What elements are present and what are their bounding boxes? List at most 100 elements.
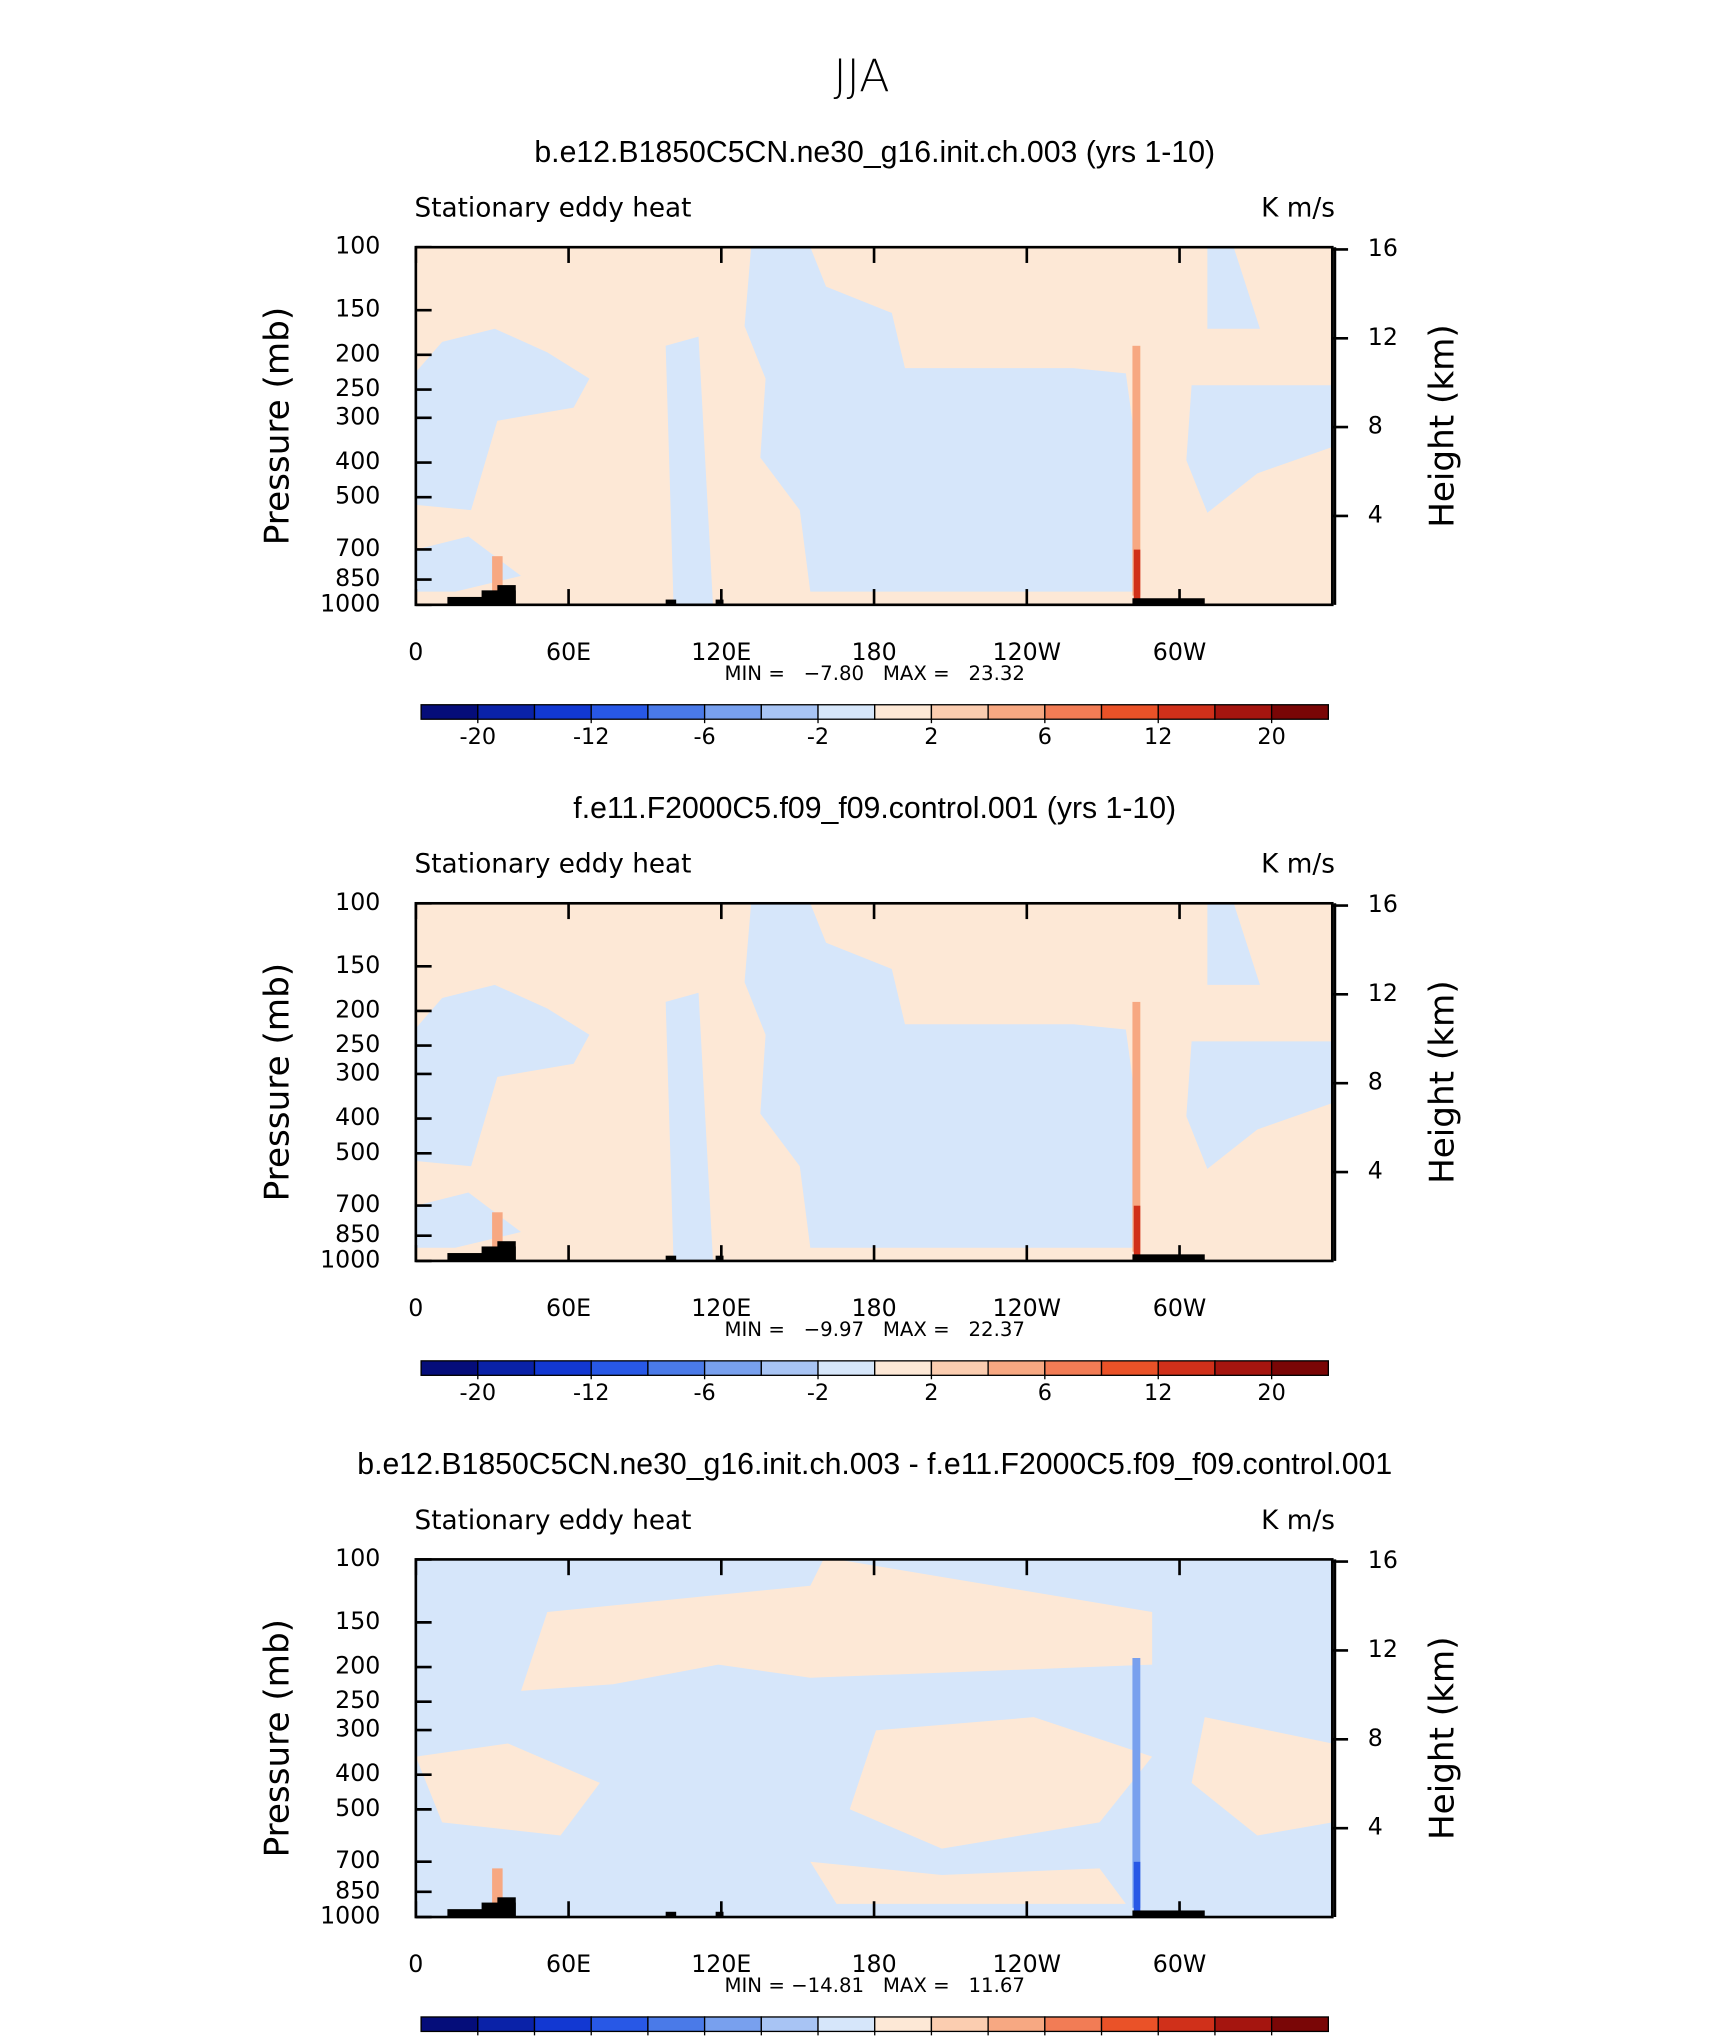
field-patch — [744, 903, 1134, 1248]
field-patch — [1207, 903, 1260, 985]
colorbar-label: 2 — [1038, 2036, 1052, 2038]
x-tick-label: 60E — [546, 1950, 591, 1978]
plot-title: b.e12.B1850C5CN.ne30_g16.init.ch.003 (yr… — [534, 136, 1215, 169]
colorbar-box — [1214, 704, 1273, 720]
colorbar-box — [874, 1360, 933, 1376]
colorbar-box — [533, 704, 592, 720]
y-tick-label: 300 — [335, 1715, 380, 1743]
y-tick-label: 850 — [335, 564, 380, 592]
y-tick-label: 100 — [335, 888, 380, 916]
topography — [715, 1911, 724, 1918]
field-streak — [1132, 345, 1141, 596]
y-tick-label: 300 — [335, 1058, 380, 1086]
x-tick-label: 120E — [691, 638, 751, 666]
field-patch — [665, 336, 713, 605]
y2-axis-label: Height (km) — [1423, 324, 1463, 528]
y2-axis-label: Height (km) — [1423, 980, 1463, 1184]
field-patch — [1186, 1041, 1333, 1169]
y-tick-label: 300 — [335, 402, 380, 430]
colorbar-label: -5 — [523, 2036, 545, 2038]
colorbar-box — [1270, 2016, 1329, 2033]
colorbar-label: -20 — [460, 1380, 497, 1406]
plot-title: b.e12.B1850C5CN.ne30_g16.init.ch.003 - f… — [357, 1448, 1392, 1481]
colorbar-box — [647, 1360, 706, 1376]
colorbar-label: 0.5 — [914, 2036, 950, 2038]
colorbar-box — [477, 704, 536, 720]
field-patch — [744, 247, 1134, 592]
colorbar-box — [760, 2016, 819, 2033]
colorbar-box — [1214, 1360, 1273, 1376]
colorbar-box — [1100, 2016, 1159, 2033]
colorbar-box — [874, 2016, 933, 2033]
colorbar-box — [420, 704, 479, 720]
field-streak — [1133, 1861, 1141, 1912]
stats: MIN = −9.97 MAX = 22.37 — [724, 1318, 1024, 1341]
y-tick-label: 700 — [335, 1846, 380, 1874]
colorbar-label: 12 — [1144, 724, 1172, 750]
y-axis-label: Pressure (mb) — [258, 307, 298, 545]
x-tick-label: 60W — [1153, 638, 1206, 666]
field-streak — [492, 1212, 503, 1252]
x-tick-label: 120E — [691, 1950, 751, 1978]
colorbar-label: -12 — [573, 724, 610, 750]
y-axis-label: Pressure (mb) — [258, 963, 298, 1201]
y2-tick-label: 16 — [1368, 890, 1398, 918]
y-tick-label: 100 — [335, 232, 380, 260]
y-tick-label: 100 — [335, 1544, 380, 1572]
colorbar-label: 6 — [1265, 2036, 1279, 2038]
colorbar-label: -0.5 — [796, 2036, 840, 2038]
x-tick-label: 120W — [993, 1294, 1062, 1322]
y-tick-label: 700 — [335, 534, 380, 562]
y-tick-label: 150 — [335, 951, 380, 979]
colorbar-box — [874, 704, 933, 720]
colorbar-box — [1214, 2016, 1273, 2033]
colorbar-box — [760, 1360, 819, 1376]
x-tick-label: 120W — [993, 638, 1062, 666]
topography — [1132, 1910, 1205, 1918]
colorbar-box — [760, 704, 819, 720]
colorbar-label: 5 — [1208, 2036, 1222, 2038]
colorbar-label: 20 — [1257, 724, 1285, 750]
field-patch — [415, 1743, 600, 1836]
y-tick-label: 850 — [335, 1876, 380, 1904]
topography — [497, 585, 516, 605]
colorbar-box — [477, 2016, 536, 2033]
colorbar-label: 20 — [1257, 1380, 1285, 1406]
x-tick-label: 180 — [851, 1294, 896, 1322]
colorbar-label: -1 — [750, 2036, 772, 2038]
colorbar-box — [1044, 704, 1103, 720]
colorbar-box — [1157, 1360, 1216, 1376]
colorbar-label: -20 — [460, 724, 497, 750]
topography — [497, 1897, 516, 1918]
right-label: K m/s — [1261, 850, 1335, 880]
x-tick-label: 60W — [1153, 1950, 1206, 1978]
colorbar-label: 6 — [1038, 724, 1052, 750]
colorbar-box — [533, 2016, 592, 2033]
colorbar-label: 2 — [924, 724, 938, 750]
stats: MIN = −7.80 MAX = 23.32 — [724, 662, 1024, 685]
colorbar-box — [590, 1360, 649, 1376]
contour-field — [415, 903, 1333, 1261]
right-label: K m/s — [1261, 1506, 1335, 1536]
colorbar-box — [647, 704, 706, 720]
field-streak — [1133, 1205, 1141, 1256]
topography — [665, 1255, 677, 1261]
y-tick-label: 1000 — [320, 1245, 380, 1273]
colorbar-box — [1157, 2016, 1216, 2033]
x-tick-label: 0 — [408, 1950, 423, 1978]
field-patch — [415, 984, 590, 1167]
topography — [1132, 598, 1205, 605]
topography — [497, 1241, 516, 1261]
y-axis-label: Pressure (mb) — [258, 1619, 298, 1857]
colorbar-box — [1157, 704, 1216, 720]
right-label: K m/s — [1261, 194, 1335, 224]
field-patch — [810, 1861, 1126, 1904]
colorbar-label: -3 — [637, 2036, 659, 2038]
y-tick-label: 500 — [335, 482, 380, 510]
colorbar-label: 1 — [981, 2036, 995, 2038]
left-label: Stationary eddy heat — [415, 1506, 692, 1536]
y2-tick-label: 16 — [1368, 1546, 1398, 1574]
y2-tick-label: 12 — [1368, 1635, 1398, 1663]
topography — [1132, 1254, 1205, 1261]
colorbar-label: -12 — [573, 1380, 610, 1406]
